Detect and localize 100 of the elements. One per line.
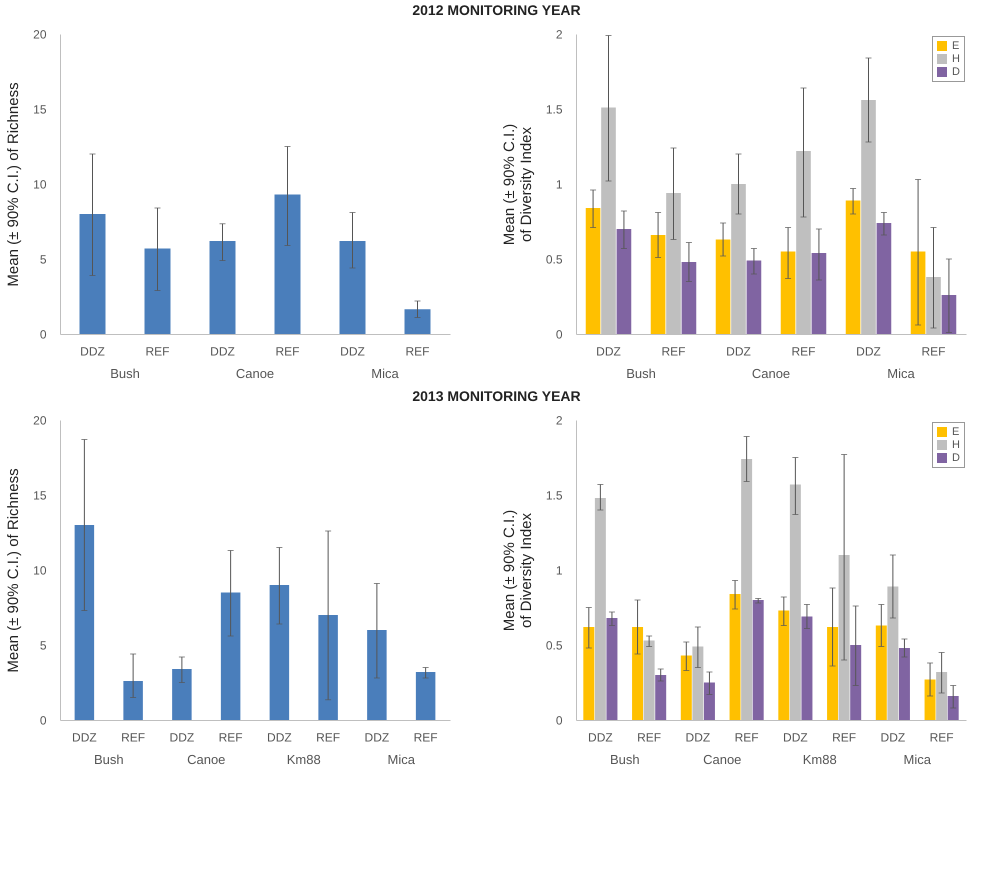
x-tick-label: REF	[662, 344, 686, 358]
text: Bush	[610, 752, 640, 767]
text: Mica	[887, 366, 916, 381]
bar	[924, 680, 936, 720]
bar	[682, 262, 696, 334]
x-tick-label: REF	[832, 730, 856, 744]
x-tick-label: REF	[930, 730, 954, 744]
x-tick-label: REF	[316, 730, 340, 744]
y-tick-label: 0	[40, 328, 47, 342]
bar	[210, 241, 236, 334]
bar	[632, 627, 644, 720]
bar	[123, 681, 143, 720]
y-tick-label: 0	[556, 328, 563, 342]
bar	[583, 627, 594, 720]
bar	[704, 682, 715, 720]
bar	[778, 610, 790, 720]
y-axis-title: Mean (± 90% C.I.) of Diversity Index	[500, 124, 535, 246]
text: Bush	[110, 366, 140, 381]
y-tick-label: 0.5	[546, 638, 563, 652]
y-tick-label: 20	[33, 414, 47, 428]
bar	[716, 240, 730, 334]
bar	[730, 594, 741, 720]
x-tick-label: REF	[146, 344, 170, 358]
bar	[144, 248, 170, 334]
y-tick-label: 20	[33, 28, 47, 42]
y-axis-title: Mean (± 90% C.I.) of Diversity Index	[500, 510, 535, 632]
y-axis-title: Mean (± 90% C.I.) of Richness	[5, 468, 22, 673]
legend-label: H	[952, 53, 960, 65]
bar	[801, 616, 812, 720]
bar	[172, 669, 192, 720]
bar	[780, 252, 796, 334]
bar	[367, 630, 387, 720]
x-tick-label: DDZ	[596, 344, 621, 358]
x-tick-label: DDZ	[72, 730, 97, 744]
x-tick-label: DDZ	[210, 344, 235, 358]
bar	[404, 309, 430, 334]
y-tick-label: 15	[33, 488, 47, 502]
text: Mica	[388, 752, 416, 767]
y-tick-label: 1	[556, 178, 563, 192]
bar	[850, 645, 862, 720]
x-tick-label: DDZ	[783, 730, 808, 744]
bar	[340, 241, 366, 334]
y-tick-label: 1.5	[546, 102, 563, 116]
y-tick-label: 5	[40, 638, 47, 652]
x-tick-label: REF	[637, 730, 662, 744]
bar	[846, 200, 860, 334]
text: Canoe	[187, 752, 226, 767]
x-tick-label: REF	[276, 344, 300, 358]
x-tick-label: REF	[218, 730, 243, 744]
bar	[680, 656, 692, 720]
x-tick-label: DDZ	[340, 344, 365, 358]
legend-label: D	[952, 66, 960, 78]
bar	[274, 194, 300, 334]
x-tick-label: REF	[792, 344, 816, 358]
bar	[616, 229, 632, 334]
text: 2012 MONITORING YEAR	[411, 1, 582, 20]
legend-label: E	[952, 426, 960, 438]
bar	[948, 696, 959, 720]
bar	[655, 675, 666, 720]
x-tick-label: DDZ	[267, 730, 292, 744]
text: Bush	[94, 752, 124, 767]
y-tick-label: 10	[33, 564, 47, 578]
x-tick-label: REF	[922, 344, 946, 358]
text: 2013 MONITORING YEAR	[411, 387, 582, 406]
x-tick-label: DDZ	[880, 730, 906, 744]
bar	[812, 253, 826, 334]
bar	[606, 618, 618, 720]
x-tick-label: DDZ	[856, 344, 881, 358]
x-tick-label: REF	[734, 730, 759, 744]
bar	[876, 223, 892, 334]
x-tick-label: DDZ	[80, 344, 105, 358]
bar	[876, 626, 887, 720]
x-tick-label: REF	[121, 730, 146, 744]
bar	[752, 600, 764, 720]
bar	[416, 672, 436, 720]
x-tick-label: DDZ	[170, 730, 194, 744]
legend-label: H	[952, 439, 960, 451]
text: Canoe	[703, 752, 742, 767]
bar	[586, 208, 600, 334]
y-tick-label: 0.5	[546, 252, 563, 266]
x-tick-label: REF	[414, 730, 438, 744]
text: Bush	[626, 366, 656, 381]
text: Km88	[286, 752, 321, 767]
bar	[898, 648, 910, 720]
y-tick-label: 0	[556, 714, 563, 728]
x-tick-label: REF	[406, 344, 430, 358]
legend-label: E	[952, 40, 960, 52]
text: Mica	[371, 366, 400, 381]
y-tick-label: 5	[40, 252, 47, 266]
bar	[650, 235, 666, 334]
bar	[827, 627, 838, 720]
text: Km88	[802, 752, 837, 767]
y-tick-label: 2	[556, 28, 563, 42]
y-tick-label: 1	[556, 564, 563, 578]
bar	[942, 295, 956, 334]
y-tick-label: 1.5	[546, 488, 563, 502]
text: Mica	[904, 752, 932, 767]
y-tick-label: 10	[33, 178, 47, 192]
bar	[746, 260, 762, 334]
y-axis-title: Mean (± 90% C.I.) of Richness	[5, 82, 22, 287]
